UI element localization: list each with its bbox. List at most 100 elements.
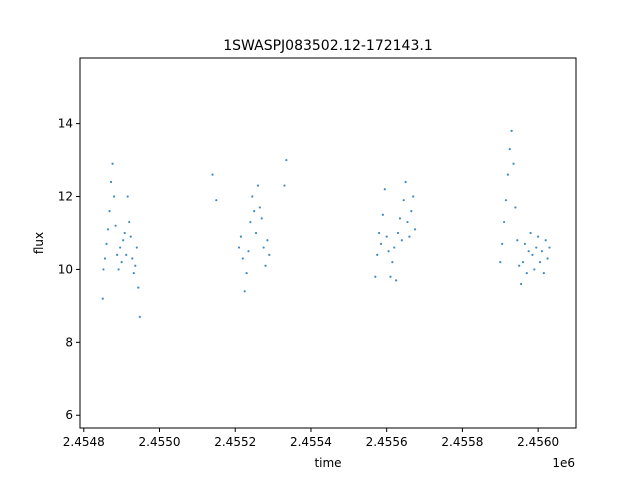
data-point <box>247 250 250 253</box>
data-point <box>506 173 509 176</box>
y-tick-label: 14 <box>58 117 73 131</box>
data-point <box>525 271 528 275</box>
data-point <box>387 250 390 253</box>
data-point <box>266 239 269 242</box>
data-point <box>531 253 534 256</box>
data-point <box>129 235 132 238</box>
data-point <box>237 246 241 249</box>
data-point <box>512 162 515 165</box>
data-point <box>533 268 536 271</box>
data-point <box>383 188 386 191</box>
data-point <box>514 206 517 209</box>
data-point <box>249 220 252 224</box>
data-point <box>374 275 377 278</box>
data-point <box>538 261 542 264</box>
data-point <box>125 253 128 256</box>
data-point <box>376 253 379 256</box>
data-point <box>408 235 411 238</box>
data-point <box>385 235 388 238</box>
y-tick-label: 10 <box>58 262 73 276</box>
chart-title: 1SWASPJ083502.12-172143.1 <box>223 38 432 54</box>
x-tick-label: 2.4554 <box>290 435 332 449</box>
data-point <box>106 228 110 231</box>
data-point <box>527 250 530 253</box>
data-point <box>243 290 246 293</box>
data-point <box>268 253 271 256</box>
data-point <box>544 239 547 242</box>
data-point <box>529 231 532 235</box>
data-point <box>112 195 116 198</box>
data-point <box>101 297 104 300</box>
data-point <box>119 246 122 249</box>
data-point <box>241 257 244 260</box>
y-tick-label: 12 <box>58 190 73 204</box>
data-point <box>122 239 125 242</box>
data-point <box>123 231 126 235</box>
data-point <box>285 158 288 162</box>
data-point <box>128 220 131 224</box>
plot-frame <box>79 57 577 429</box>
data-point <box>396 231 400 235</box>
data-point <box>410 210 413 213</box>
data-point <box>508 148 511 151</box>
data-point <box>393 246 396 249</box>
data-point <box>523 242 526 246</box>
data-point <box>114 224 117 227</box>
data-point <box>251 195 254 198</box>
data-point <box>102 268 105 271</box>
data-point <box>518 264 521 267</box>
x-tick-label: 2.4558 <box>441 435 483 449</box>
data-point <box>395 279 398 282</box>
data-point <box>404 180 407 184</box>
data-point <box>501 242 504 246</box>
data-point <box>521 261 525 264</box>
y-tick-label: 6 <box>65 408 73 422</box>
data-point <box>262 246 265 249</box>
data-point <box>535 246 538 249</box>
data-point <box>379 242 383 246</box>
data-point <box>131 257 134 260</box>
data-point <box>245 271 248 275</box>
data-point <box>378 231 381 235</box>
data-point <box>211 173 214 176</box>
x-axis: 2.4548 2.4550 2.4552 2.4554 2.4556 2.4558 2.45… <box>63 428 559 449</box>
data-point <box>138 315 141 318</box>
data-point <box>239 235 243 238</box>
data-point <box>546 257 549 260</box>
data-point <box>412 195 415 198</box>
data-points <box>101 129 551 318</box>
data-point <box>109 180 113 184</box>
x-tick-label: 2.4552 <box>214 435 256 449</box>
data-point <box>499 261 502 264</box>
data-point <box>135 246 138 249</box>
x-tick-label: 2.4548 <box>63 435 105 449</box>
data-point <box>120 261 123 264</box>
data-point <box>126 195 129 198</box>
data-point <box>134 264 137 267</box>
data-point <box>391 261 394 264</box>
data-point <box>502 220 506 224</box>
data-point <box>537 235 540 238</box>
data-point <box>519 282 523 286</box>
data-point <box>413 228 417 231</box>
data-point <box>254 231 258 235</box>
data-point <box>215 199 218 202</box>
data-point <box>398 217 402 220</box>
x-tick-label: 2.4556 <box>366 435 408 449</box>
data-point <box>542 271 545 275</box>
y-axis: 6 8 10 12 14 <box>58 117 80 422</box>
data-point <box>402 199 405 202</box>
data-point <box>264 264 267 267</box>
data-point <box>510 129 513 133</box>
data-point <box>381 213 385 216</box>
y-tick-label: 8 <box>65 335 73 349</box>
data-point <box>137 286 140 289</box>
data-point <box>283 184 286 187</box>
data-point <box>132 271 135 275</box>
data-point <box>516 239 519 242</box>
data-point <box>540 250 544 253</box>
data-point <box>389 275 392 278</box>
data-point <box>111 162 114 165</box>
